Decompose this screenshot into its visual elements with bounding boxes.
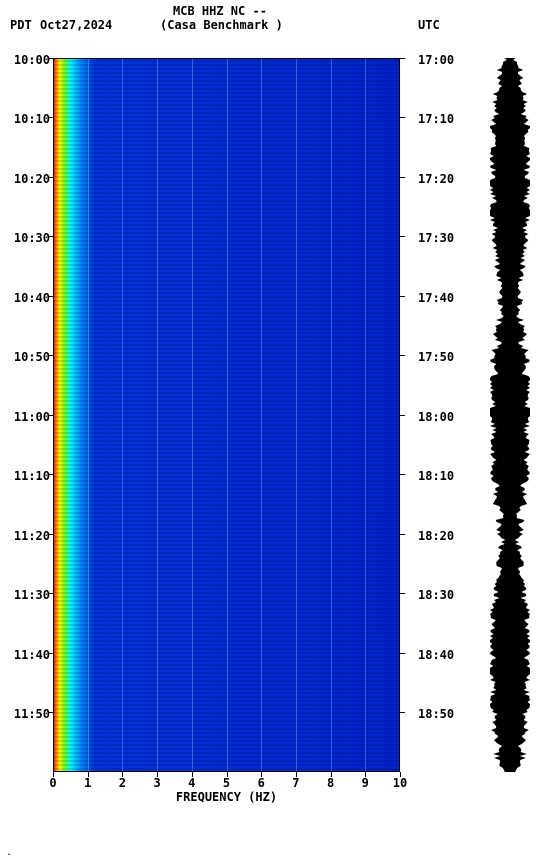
tick bbox=[48, 415, 53, 416]
tick bbox=[400, 355, 405, 356]
tick bbox=[122, 772, 123, 777]
tick bbox=[192, 772, 193, 777]
tick bbox=[48, 712, 53, 713]
tick bbox=[400, 177, 405, 178]
footer-mark: . bbox=[6, 847, 12, 858]
right-time-tick: 17:50 bbox=[418, 350, 454, 364]
freq-tick: 4 bbox=[188, 776, 195, 790]
left-time-tick: 11:30 bbox=[14, 588, 50, 602]
tick bbox=[296, 772, 297, 777]
left-time-tick: 11:40 bbox=[14, 648, 50, 662]
tick bbox=[400, 712, 405, 713]
tick bbox=[400, 534, 405, 535]
tick bbox=[261, 772, 262, 777]
tick bbox=[400, 58, 405, 59]
tick bbox=[400, 474, 405, 475]
left-time-tick: 11:20 bbox=[14, 529, 50, 543]
right-time-tick: 17:40 bbox=[418, 291, 454, 305]
right-time-tick: 18:20 bbox=[418, 529, 454, 543]
left-time-tick: 10:20 bbox=[14, 172, 50, 186]
freq-tick: 8 bbox=[327, 776, 334, 790]
left-time-tick: 10:00 bbox=[14, 53, 50, 67]
left-time-tick: 11:00 bbox=[14, 410, 50, 424]
tick bbox=[157, 772, 158, 777]
tick bbox=[331, 772, 332, 777]
tick bbox=[400, 117, 405, 118]
right-time-tick: 18:10 bbox=[418, 469, 454, 483]
freq-tick: 2 bbox=[119, 776, 126, 790]
right-time-tick: 18:40 bbox=[418, 648, 454, 662]
xaxis-title: FREQUENCY (HZ) bbox=[53, 790, 400, 804]
tick bbox=[400, 772, 401, 777]
tick bbox=[48, 58, 53, 59]
freq-tick: 3 bbox=[153, 776, 160, 790]
gridline bbox=[157, 58, 158, 772]
tick bbox=[88, 772, 89, 777]
waveform-trace bbox=[490, 58, 530, 772]
tick bbox=[48, 474, 53, 475]
tick bbox=[400, 236, 405, 237]
freq-tick: 1 bbox=[84, 776, 91, 790]
station-label: MCB HHZ NC -- bbox=[173, 4, 267, 18]
right-time-tick: 18:00 bbox=[418, 410, 454, 424]
freq-tick: 7 bbox=[292, 776, 299, 790]
location-label: (Casa Benchmark ) bbox=[160, 18, 283, 32]
gridline bbox=[227, 58, 228, 772]
tick bbox=[48, 177, 53, 178]
gridline bbox=[192, 58, 193, 772]
date-label: Oct27,2024 bbox=[40, 18, 112, 32]
tick bbox=[48, 653, 53, 654]
gridline bbox=[88, 58, 89, 772]
tick bbox=[48, 236, 53, 237]
right-time-tick: 18:50 bbox=[418, 707, 454, 721]
gridline bbox=[331, 58, 332, 772]
gridline bbox=[365, 58, 366, 772]
left-time-tick: 11:50 bbox=[14, 707, 50, 721]
right-time-tick: 17:20 bbox=[418, 172, 454, 186]
right-time-tick: 17:00 bbox=[418, 53, 454, 67]
freq-tick: 10 bbox=[393, 776, 407, 790]
tick bbox=[48, 355, 53, 356]
tick bbox=[400, 296, 405, 297]
freq-tick: 0 bbox=[49, 776, 56, 790]
tick bbox=[48, 296, 53, 297]
tick bbox=[48, 117, 53, 118]
left-tz-label: PDT bbox=[10, 18, 32, 32]
tick bbox=[227, 772, 228, 777]
spectrogram-heatmap bbox=[53, 58, 400, 772]
left-time-tick: 10:40 bbox=[14, 291, 50, 305]
tick bbox=[48, 534, 53, 535]
tick bbox=[48, 593, 53, 594]
right-tz-label: UTC bbox=[418, 18, 440, 32]
tick bbox=[400, 653, 405, 654]
left-time-tick: 11:10 bbox=[14, 469, 50, 483]
freq-tick: 5 bbox=[223, 776, 230, 790]
gridline bbox=[122, 58, 123, 772]
gridline bbox=[261, 58, 262, 772]
freq-tick: 9 bbox=[362, 776, 369, 790]
left-time-tick: 10:30 bbox=[14, 231, 50, 245]
right-time-tick: 17:30 bbox=[418, 231, 454, 245]
freq-tick: 6 bbox=[258, 776, 265, 790]
right-time-tick: 18:30 bbox=[418, 588, 454, 602]
tick bbox=[365, 772, 366, 777]
tick bbox=[400, 415, 405, 416]
right-time-tick: 17:10 bbox=[418, 112, 454, 126]
tick bbox=[400, 593, 405, 594]
left-time-tick: 10:50 bbox=[14, 350, 50, 364]
tick bbox=[53, 772, 54, 777]
gridline bbox=[296, 58, 297, 772]
left-time-tick: 10:10 bbox=[14, 112, 50, 126]
